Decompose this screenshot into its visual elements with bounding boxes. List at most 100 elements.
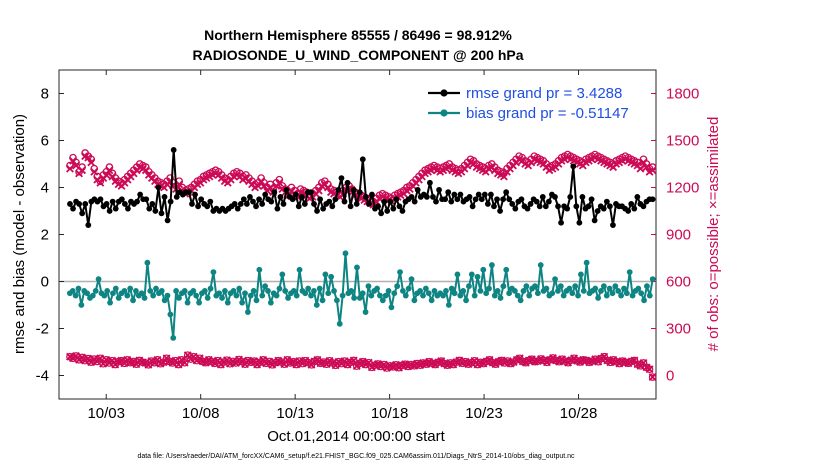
bias-point	[494, 288, 501, 294]
obs-assimilated-point	[87, 158, 96, 167]
rmse-point	[362, 194, 369, 200]
bias-point	[417, 288, 424, 294]
rmse-point	[509, 201, 516, 207]
rmse-point	[347, 203, 354, 210]
bias-point	[468, 271, 475, 278]
obs-assimilated-point	[78, 166, 87, 175]
bias-point	[144, 259, 151, 266]
bias-point	[348, 288, 355, 294]
right-tick-label: 1800	[666, 86, 699, 103]
bias-point	[267, 299, 274, 306]
bias-point	[397, 269, 403, 275]
rmse-point	[491, 203, 497, 210]
bias-point	[72, 292, 79, 299]
bias-point	[296, 266, 303, 273]
bias-point	[385, 288, 392, 294]
rmse-point	[500, 196, 507, 203]
rmse-point	[433, 198, 439, 205]
legend: rmse grand pr = 3.4288 bias grand pr = -…	[428, 85, 629, 122]
bias-point	[549, 290, 556, 297]
rmse-point	[430, 194, 436, 200]
rmse-point	[240, 196, 247, 203]
x-tick-label: 10/13	[276, 405, 314, 422]
bias-point	[210, 269, 217, 275]
obs-assimilated-point	[96, 178, 105, 187]
x-axis-ticks: 10/03 10/08 10/13 10/18 10/23 10/28	[87, 70, 597, 422]
rmse-point	[192, 191, 198, 198]
bias-point	[293, 292, 300, 299]
rmse-point	[555, 203, 561, 210]
rmse-point	[103, 201, 110, 207]
rmse-point	[414, 186, 421, 193]
bias-point	[503, 266, 510, 273]
bias-point	[107, 299, 113, 306]
rmse-point	[387, 198, 394, 205]
bias-point	[75, 285, 82, 292]
bias-point	[443, 288, 449, 294]
bias-point	[520, 288, 527, 294]
bias-point	[534, 290, 541, 297]
bias-point	[250, 288, 257, 294]
rmse-point	[408, 194, 415, 200]
rmse-point	[277, 194, 284, 200]
bias-point	[325, 290, 332, 297]
rmse-point	[625, 208, 632, 214]
left-tick-label: 0	[41, 274, 49, 291]
bias-point	[425, 290, 432, 297]
rmse-point	[70, 205, 76, 212]
bias-point	[388, 304, 395, 311]
bias-point	[219, 295, 225, 301]
bias-point	[328, 273, 335, 280]
rmse-point	[558, 219, 564, 226]
rmse-point	[570, 163, 577, 170]
bias-point	[176, 295, 182, 301]
bias-point	[377, 292, 383, 299]
right-tick-label: 300	[666, 321, 691, 338]
bias-point	[600, 283, 607, 290]
bias-point	[615, 288, 622, 294]
rmse-point	[106, 208, 113, 214]
bias-point	[572, 283, 579, 290]
bias-point	[273, 292, 280, 299]
rmse-point	[280, 201, 287, 207]
bias-point	[207, 285, 214, 292]
rmse-point	[338, 175, 345, 182]
bias-point	[308, 292, 314, 299]
rmse-point	[436, 186, 442, 193]
bias-point	[457, 292, 464, 299]
bias-point	[150, 292, 157, 299]
bias-point	[201, 288, 208, 294]
bias-point	[242, 290, 248, 297]
bias-point	[265, 288, 271, 294]
bias-point	[233, 292, 240, 299]
bias-point	[253, 297, 260, 304]
bias-point	[276, 285, 283, 292]
bias-point	[486, 285, 492, 292]
rmse-point	[137, 191, 144, 198]
bias-point	[311, 288, 317, 294]
bias-point	[173, 288, 180, 294]
rmse-point	[478, 196, 485, 203]
obs-possible-point	[96, 177, 105, 186]
rmse-point	[545, 198, 552, 205]
bias-point	[279, 271, 286, 278]
rmse-point	[326, 198, 333, 205]
rmse-point	[146, 205, 153, 212]
bias-point	[153, 285, 159, 292]
rmse-point	[576, 219, 583, 226]
bias-point	[351, 295, 358, 301]
rmse-point	[542, 203, 549, 210]
bias-point	[649, 276, 656, 283]
obs-assimilated-point	[639, 359, 648, 367]
rmse-point	[268, 198, 275, 205]
rmse-point	[125, 205, 131, 212]
bias-point	[196, 299, 202, 306]
bias-point	[138, 290, 145, 297]
bias-point	[474, 273, 481, 280]
rmse-point	[494, 196, 500, 203]
bias-point	[130, 297, 136, 304]
rmse-point	[594, 208, 601, 214]
rmse-point	[356, 189, 363, 196]
obs-assimilated-point	[648, 166, 657, 175]
